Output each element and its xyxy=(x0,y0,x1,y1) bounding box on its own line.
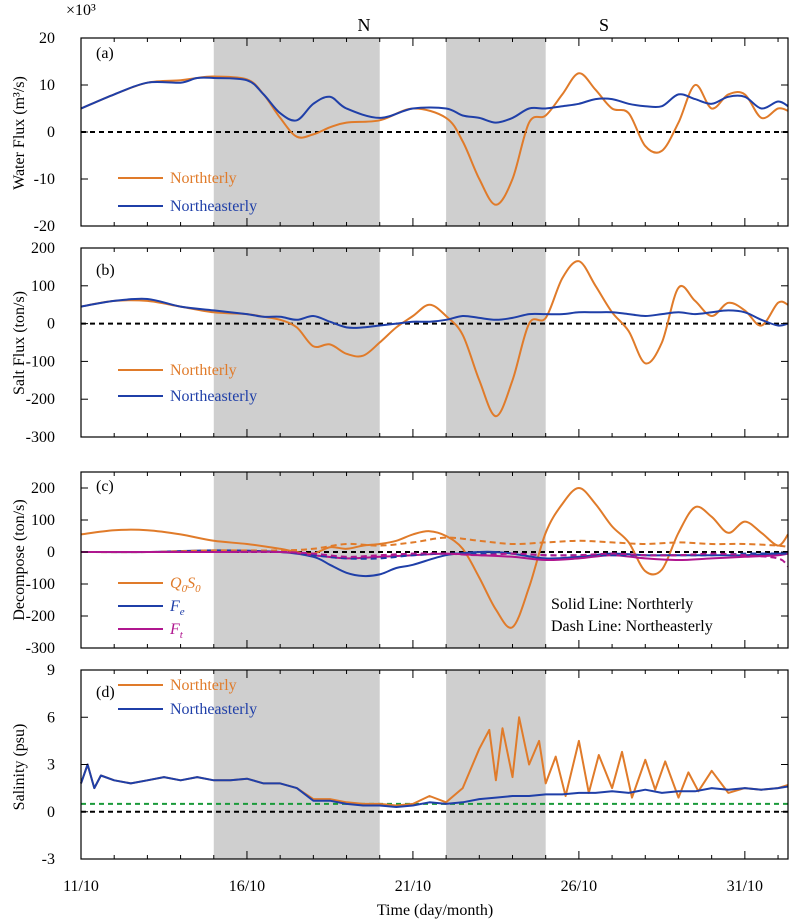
panel-d-label: (d) xyxy=(96,684,115,701)
panel-c-frame xyxy=(80,471,789,649)
panel-c-shade-1 xyxy=(213,472,380,648)
panel-d-series-northeasterly xyxy=(80,763,789,808)
panel-d-shade-1 xyxy=(213,670,380,859)
panel-d-ytick-label: 9 xyxy=(47,662,55,679)
panel-a-legend-northeasterly: Northeasterly xyxy=(170,198,257,215)
panel-c-shade-2 xyxy=(446,472,546,648)
panel-b-ytick-label: -200 xyxy=(26,391,55,408)
panel-c-legend-q0s0: Q0S0 xyxy=(170,575,201,595)
panel-a-label: (a) xyxy=(96,45,114,62)
panel-a-ytick-label: 10 xyxy=(39,77,55,94)
panel-c-series-q0s0-northterly xyxy=(80,487,789,629)
panel-d-legend-northerly: Northterly xyxy=(170,677,237,694)
panel-a-ytick-label: -10 xyxy=(34,171,55,188)
panel-b-legend-northeasterly: Northeasterly xyxy=(170,388,257,405)
panel-c-ytick-label: -300 xyxy=(26,640,55,657)
panel-c-series-ft-northterly xyxy=(81,550,789,562)
panel-b-label: (b) xyxy=(96,262,115,279)
panel-c-ytick-label: 200 xyxy=(31,480,55,497)
panel-b-ytick-label: -100 xyxy=(26,353,55,370)
x-tick-label: 31/10 xyxy=(727,878,763,895)
panel-b-shade-1 xyxy=(213,248,380,437)
panel-d-legend-northeasterly: Northeasterly xyxy=(170,701,257,718)
panel-a-ytick-label: -20 xyxy=(34,218,55,235)
panel-c-legend-ft: Ft xyxy=(169,621,184,641)
panel-c-note-solid: Solid Line: Northterly xyxy=(551,596,693,613)
panel-d-ytick-label: -3 xyxy=(42,851,55,868)
x-tick-label: 21/10 xyxy=(395,878,431,895)
panel-c-ytick-label: 0 xyxy=(47,544,55,561)
panel-b-frame xyxy=(80,247,789,438)
panel-a-ylabel: Water Flux (m³/s) xyxy=(11,76,28,190)
panel-a-legend-northerly: Northterly xyxy=(170,170,237,187)
panel-c-legend-fe: Fe xyxy=(169,598,185,618)
panel-c-ytick-label: -200 xyxy=(26,608,55,625)
panel-b-legend-northerly: Northterly xyxy=(170,362,237,379)
panel-b-ytick-label: 200 xyxy=(31,240,55,257)
panel-a-ytick-label: 20 xyxy=(39,30,55,47)
panels-group: -20-1001020-300-200-1000100200-300-200-1… xyxy=(26,30,789,895)
panel-c-note-dash: Dash Line: Northeasterly xyxy=(551,618,713,635)
panel-d-frame xyxy=(80,669,789,860)
panel-a-multiplier: ×10³ xyxy=(66,2,96,19)
top-label-n: N xyxy=(358,15,371,35)
panel-b-ytick-label: 100 xyxy=(31,278,55,295)
top-label-s: S xyxy=(599,15,609,35)
panel-d-ytick-label: 0 xyxy=(47,804,55,821)
panel-a-ytick-label: 0 xyxy=(47,124,55,141)
x-tick-label: 11/10 xyxy=(63,878,99,895)
panel-b-ytick-label: 0 xyxy=(47,316,55,333)
panel-b-ylabel: Salt Flux (ton/s) xyxy=(11,291,28,395)
panel-d-ylabel: Salinity (psu) xyxy=(11,724,28,811)
panel-c-ytick-label: -100 xyxy=(26,576,55,593)
panel-c-ylabel: Decompose (ton/s) xyxy=(11,499,28,620)
panel-d-ytick-label: 3 xyxy=(47,757,55,774)
x-tick-label: 16/10 xyxy=(229,878,265,895)
x-tick-label: 26/10 xyxy=(561,878,597,895)
panel-d-ytick-label: 6 xyxy=(47,709,55,726)
panel-a-series-northeasterly xyxy=(80,76,789,124)
panel-c-ytick-label: 100 xyxy=(31,512,55,529)
panel-d-shade-2 xyxy=(446,670,546,859)
panel-b-shade-2 xyxy=(446,248,546,437)
panel-c-label: (c) xyxy=(96,478,114,495)
x-axis-title: Time (day/month) xyxy=(377,902,493,919)
panel-b-series-northeasterly xyxy=(80,297,789,329)
panel-b-ytick-label: -300 xyxy=(26,429,55,446)
